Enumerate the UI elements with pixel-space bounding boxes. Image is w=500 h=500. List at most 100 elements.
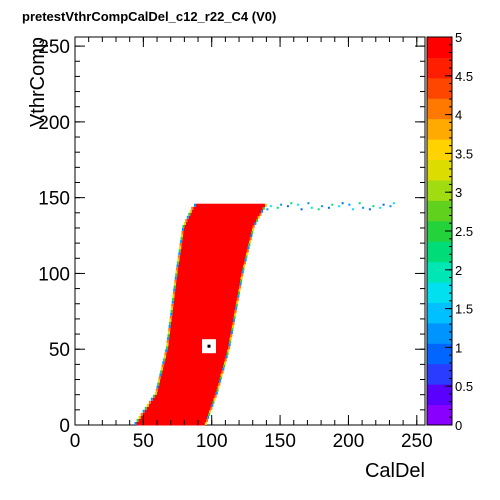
heatmap-cell-block <box>148 403 212 408</box>
heatmap-edge-cell <box>178 252 181 256</box>
heatmap-edge-cell <box>174 279 177 283</box>
heatmap-edge-cell <box>238 291 240 295</box>
heatmap-tail-cell <box>382 203 385 206</box>
heatmap-cell-block <box>178 267 243 271</box>
heatmap-edge-cell <box>163 358 166 362</box>
heatmap-edge-cell <box>173 288 176 292</box>
x-tick-label: 100 <box>196 431 228 452</box>
heatmap-edge-cell <box>188 212 191 216</box>
heatmap-edge-cell <box>164 352 167 356</box>
heatmap-edge-cell <box>194 203 196 207</box>
heatmap-edge-cell <box>238 288 241 292</box>
heatmap-cell-block <box>160 376 220 380</box>
heatmap-edge-cell <box>257 215 260 219</box>
heatmap-cell-block <box>167 349 228 353</box>
heatmap-edge-cell <box>167 334 170 338</box>
heatmap-edge-cell <box>173 285 176 289</box>
heatmap-edge-cell <box>171 300 174 304</box>
palette-band <box>427 179 452 201</box>
heatmap-cell-block <box>159 379 220 383</box>
heatmap-edge-cell <box>208 412 211 416</box>
heatmap-cell-block <box>173 300 237 305</box>
heatmap-edge-cell <box>226 352 229 356</box>
heatmap-tail-cell <box>286 205 289 208</box>
heatmap-tail-cell <box>379 206 382 209</box>
heatmap-edge-cell <box>174 282 176 286</box>
x-tick-label: 200 <box>333 431 365 452</box>
heatmap-cell-block <box>159 382 219 387</box>
y-axis-label: VthrComp <box>27 37 49 127</box>
heatmap-tail-cell <box>300 208 303 211</box>
heatmap-edge-cell <box>169 321 171 325</box>
heatmap-edge-cell <box>230 331 233 334</box>
heatmap-edge-cell <box>179 243 182 247</box>
heatmap-edge-cell <box>157 382 160 386</box>
heatmap-edge-cell <box>153 394 155 398</box>
heatmap-edge-cell <box>159 373 162 377</box>
heatmap-edge-cell <box>252 224 255 228</box>
plot-area <box>74 36 426 426</box>
heatmap-edge-cell <box>244 261 246 265</box>
heatmap-tail-cell <box>392 202 395 205</box>
heatmap-edge-cell <box>136 418 139 422</box>
heatmap-edge-cell <box>176 261 179 265</box>
heatmap-edge-cell <box>168 328 171 331</box>
heatmap-cell-block <box>168 340 230 344</box>
heatmap-edge-cell <box>254 221 257 225</box>
heatmap-edge-cell <box>219 379 222 383</box>
heatmap-edge-cell <box>228 346 231 350</box>
heatmap-cell-block <box>180 249 247 253</box>
heatmap-edge-cell <box>247 246 250 250</box>
y-tick-label: 50 <box>49 340 70 361</box>
heatmap-edge-cell <box>224 358 227 362</box>
heatmap-edge-cell <box>189 209 192 213</box>
heatmap-edge-cell <box>176 264 179 268</box>
heatmap-edge-cell <box>216 388 219 392</box>
heatmap-tail-cell <box>276 206 279 209</box>
heatmap-cell-block <box>188 215 258 220</box>
heatmap-cell-block <box>138 418 206 423</box>
heatmap-edge-cell <box>242 267 245 271</box>
heatmap-edge-cell <box>212 400 215 404</box>
heatmap-edge-cell <box>161 364 164 368</box>
heatmap-edge-cell <box>167 331 170 334</box>
heatmap-edge-cell <box>155 388 158 392</box>
heatmap-cell-block <box>185 221 255 226</box>
heatmap-tail-cell <box>351 208 354 211</box>
heatmap-edge-cell <box>232 321 235 325</box>
heatmap-edge-cell <box>256 218 259 222</box>
heatmap-cell-block <box>171 321 233 326</box>
heatmap-edge-cell <box>220 373 223 377</box>
heatmap-cell-block <box>165 355 226 359</box>
heatmap-edge-cell <box>214 394 217 398</box>
heatmap-cell-block <box>157 388 217 393</box>
heatmap-cell-block <box>172 306 236 311</box>
heatmap-edge-cell <box>219 376 222 380</box>
heatmap-edge-cell <box>175 273 178 277</box>
heatmap-edge-cell <box>229 337 232 341</box>
heatmap-edge-cell <box>239 282 242 286</box>
heatmap-edge-cell <box>261 209 264 213</box>
heatmap-cell-block <box>175 288 239 293</box>
heatmap-edge-cell <box>250 234 253 237</box>
heatmap-cell-block <box>142 412 209 417</box>
heatmap-cell-block <box>162 367 223 371</box>
heatmap-edge-cell <box>210 406 213 410</box>
heatmap-edge-cell <box>138 415 141 419</box>
heatmap-edge-cell <box>209 409 212 413</box>
x-tick-label: 250 <box>401 431 433 452</box>
heatmap-cell-block <box>182 237 250 241</box>
x-axis-label: CalDel <box>365 460 425 482</box>
palette-band <box>427 302 452 324</box>
heatmap-edge-cell <box>148 400 151 404</box>
heatmap-edge-cell <box>175 270 178 274</box>
heatmap-cell-block <box>176 279 241 283</box>
heatmap-edge-cell <box>180 240 183 244</box>
heatmap-cell-block <box>172 312 235 317</box>
heatmap-cell-block <box>182 240 250 244</box>
heatmap-cell-block <box>161 373 221 377</box>
palette-band <box>427 200 452 222</box>
heatmap-edge-cell <box>179 246 182 250</box>
heatmap-tail-cell <box>341 202 344 205</box>
